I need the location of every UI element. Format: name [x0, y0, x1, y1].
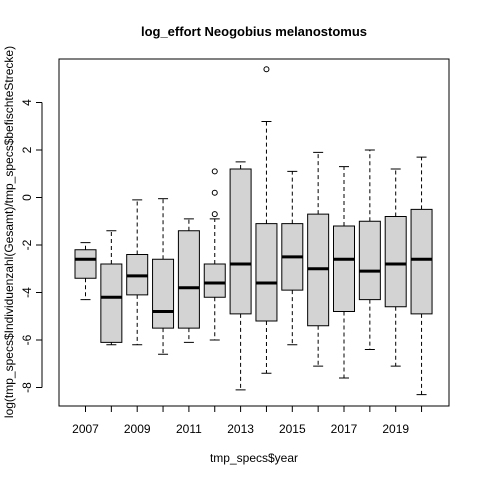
y-tick-label: 4 — [20, 99, 34, 106]
y-tick-label: 0 — [20, 194, 34, 201]
outlier-point — [211, 168, 218, 175]
box-rect — [152, 258, 175, 329]
box-rect — [384, 216, 407, 308]
box-2015 — [281, 170, 304, 346]
box-2016 — [307, 151, 330, 367]
box-2011 — [177, 218, 200, 343]
box-2009 — [126, 199, 149, 346]
box-rect — [333, 225, 355, 312]
box-2013 — [229, 161, 252, 391]
x-tick-label: 2015 — [279, 422, 306, 436]
x-axis: 2007 2009 2011 2013 2015 2017 2019 — [72, 405, 423, 436]
outlier-point — [211, 211, 218, 218]
box-2018 — [358, 149, 381, 350]
box-rect — [100, 263, 123, 343]
box-2010 — [152, 198, 175, 355]
outlier-point — [263, 66, 270, 73]
box-rect — [410, 208, 433, 315]
y-tick-label: 2 — [20, 146, 34, 153]
box-2012 — [203, 168, 226, 341]
box-rect — [203, 263, 226, 298]
box-rect — [229, 168, 252, 315]
box-rect — [358, 220, 381, 301]
box-2017 — [333, 166, 355, 379]
x-tick-label: 2017 — [331, 422, 358, 436]
box-2019 — [384, 168, 407, 367]
x-tick-label: 2019 — [382, 422, 409, 436]
x-axis-label: tmp_specs$year — [210, 451, 298, 465]
x-tick-label: 2009 — [124, 422, 151, 436]
chart-title: log_effort Neogobius melanostomus — [141, 24, 367, 39]
box-rect — [177, 230, 200, 329]
y-axis: -8 -6 -4 -2 0 2 4 — [20, 99, 43, 393]
box-2008 — [100, 230, 123, 346]
boxes-group — [74, 66, 433, 396]
y-axis-label: log(tmp_specs$Individuenzahl(Gesamt)/tmp… — [2, 46, 16, 418]
y-tick-label: -2 — [20, 239, 34, 250]
box-2007 — [74, 242, 97, 301]
y-tick-label: -8 — [20, 382, 34, 393]
box-rect — [255, 223, 278, 322]
y-tick-label: -4 — [20, 287, 34, 298]
y-tick-label: -6 — [20, 334, 34, 345]
x-tick-label: 2013 — [227, 422, 254, 436]
x-tick-label: 2007 — [72, 422, 99, 436]
outlier-point — [211, 189, 218, 196]
box-2020 — [410, 156, 433, 396]
x-tick-label: 2011 — [176, 422, 202, 436]
box-2014 — [255, 66, 278, 374]
box-rect — [74, 249, 97, 279]
